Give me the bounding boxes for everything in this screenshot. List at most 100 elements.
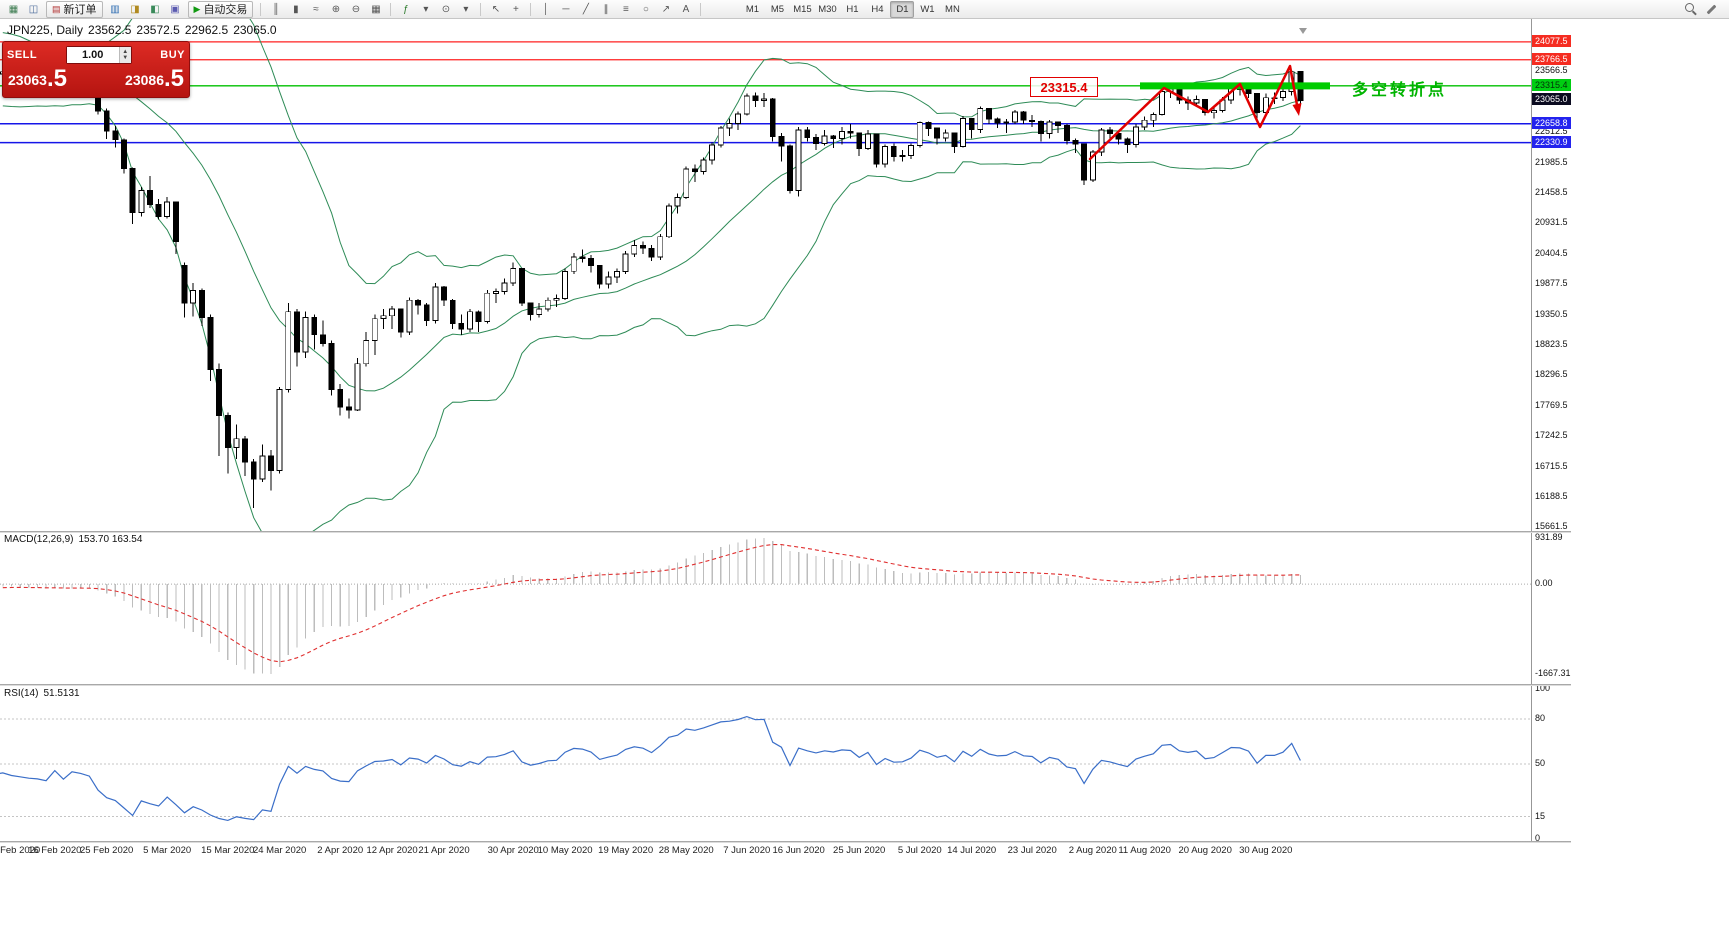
price-axis-label: 16715.5 (1535, 460, 1568, 471)
timeframe-d1[interactable]: D1 (890, 0, 915, 18)
price-axis[interactable]: 23566.5 22512.5 21985.5 21458.5 20931.5 20404… (1531, 19, 1574, 843)
sell-price[interactable]: 23063.5 (8, 65, 67, 92)
toolbar-separator (700, 2, 702, 16)
spin-down-icon[interactable]: ▼ (122, 54, 129, 61)
zoom-out-icon[interactable]: ⊖ (351, 3, 361, 15)
sell-button[interactable]: SELL (7, 48, 38, 61)
ohlc-open: 23562.5 (88, 23, 132, 37)
price-axis-label: 18296.5 (1535, 369, 1568, 380)
timeframe-h1[interactable]: H1 (846, 3, 859, 15)
timeframe-mn[interactable]: MN (945, 3, 960, 15)
date-label: 5 Mar 2020 (143, 845, 192, 856)
timeframe-m5[interactable]: M5 (770, 3, 785, 15)
horizontal-line-icon[interactable]: ─ (562, 3, 570, 15)
rsi-scale-label: 15 (1535, 810, 1546, 821)
search-icon[interactable] (1685, 2, 1698, 16)
date-label: 10 May 2020 (537, 845, 593, 856)
level-price-label: 24077.5 (1532, 34, 1571, 47)
level-price-label: 22658.8 (1532, 116, 1571, 129)
spin-up-icon[interactable]: ▲ (122, 48, 129, 55)
indicators-icon[interactable]: ƒ (403, 3, 409, 15)
price-axis-label: 21985.5 (1535, 156, 1568, 167)
templates-caret-icon[interactable]: ▾ (463, 3, 469, 15)
date-label: 30 Apr 2020 (487, 845, 539, 856)
buy-price[interactable]: 23086.5 (125, 65, 184, 92)
auto-trading-button-icon: ▶ (193, 3, 201, 14)
level-price-label: 23766.5 (1532, 52, 1571, 65)
ohlc-low: 22962.5 (184, 23, 229, 37)
price-axis-label: 20404.5 (1535, 247, 1568, 258)
date-label: 19 May 2020 (598, 845, 654, 856)
symbol-period-label: JPN225, Daily (7, 23, 84, 37)
date-label: 25 Feb 2020 (79, 845, 134, 856)
current-price-label: 23065.0 (1532, 93, 1571, 106)
market-watch-icon[interactable]: ▥ (110, 3, 120, 15)
price-axis-label: 19350.5 (1535, 308, 1568, 319)
support-price-annotation: 23315.4 (1030, 77, 1098, 97)
rsi-scale-label: 100 (1535, 683, 1551, 693)
trendline-icon[interactable]: ╱ (582, 3, 589, 15)
vertical-line-icon[interactable]: │ (542, 3, 550, 15)
zoom-in-icon[interactable]: ⊕ (331, 3, 341, 15)
date-label: 20 Aug 2020 (1178, 845, 1232, 856)
pane-separator-2[interactable] (0, 684, 1571, 686)
volume-spinner[interactable]: ▲ ▼ (118, 46, 131, 63)
date-label: 16 Jun 2020 (772, 845, 825, 856)
price-axis-label: 20931.5 (1535, 217, 1568, 228)
date-label: 2 Apr 2020 (317, 845, 364, 856)
time-axis-separator (0, 841, 1571, 843)
macd-scale-max: 931.89 (1535, 532, 1563, 542)
one-click-trading-panel: SELL ▲▼ BUY 23063.5 23086.5 (2, 41, 190, 98)
chart-canvas[interactable] (0, 19, 1531, 842)
crosshair-icon[interactable]: + (513, 3, 519, 15)
indicators-caret-icon[interactable]: ▾ (423, 3, 429, 15)
date-label: 23 Jul 2020 (1007, 845, 1057, 856)
volume-input[interactable] (66, 46, 119, 63)
terminal-icon[interactable]: ▣ (170, 3, 180, 15)
quick-message-icon[interactable] (1706, 4, 1717, 14)
new-chart-icon[interactable]: ▦ (8, 3, 19, 15)
chart-window: JPN225, Daily 23562.5 23572.5 22962.5 23065.… (0, 19, 1729, 948)
volume-stepper: ▲▼ (65, 45, 132, 64)
chart-title: JPN225, Daily 23562.5 23572.5 22962.5 23065.… (7, 23, 282, 37)
ohlc-bars-icon[interactable]: ║ (272, 3, 280, 15)
toolbar-separator (530, 2, 532, 16)
new-order-button[interactable]: ▤ 新订单 (46, 0, 103, 18)
timeframe-m1[interactable]: M1 (745, 3, 760, 15)
data-window-icon[interactable]: ◨ (130, 3, 140, 15)
shapes-icon[interactable]: ○ (642, 3, 649, 15)
timeframe-w1[interactable]: W1 (920, 3, 935, 15)
timeframe-m30[interactable]: M30 (818, 3, 837, 15)
pane-separator-1[interactable] (0, 531, 1571, 533)
buy-button[interactable]: BUY (160, 48, 185, 61)
auto-trading-button[interactable]: ▶ 自动交易 (187, 0, 254, 18)
toolbar-separator (260, 2, 262, 16)
line-chart-icon[interactable]: ≈ (313, 3, 319, 15)
candlestick-icon[interactable]: ▮ (293, 3, 299, 15)
date-label: 25 Jun 2020 (833, 845, 886, 856)
arrows-icon[interactable]: ↗ (661, 3, 671, 15)
level-price-label: 23315.4 (1532, 78, 1571, 91)
price-axis-label: 17769.5 (1535, 399, 1568, 410)
periods-icon[interactable]: ⊙ (441, 3, 451, 15)
channel-icon[interactable]: ∥ (603, 3, 609, 15)
date-label: 28 May 2020 (658, 845, 714, 856)
date-label: 16 Feb 2020 (28, 845, 82, 856)
chart-profiles-icon[interactable]: ◫ (28, 3, 39, 15)
timeframe-m15[interactable]: M15 (793, 3, 812, 15)
fibonacci-icon[interactable]: ≡ (623, 3, 629, 15)
price-axis-label: 15661.5 (1535, 521, 1568, 532)
ohlc-close: 23065.0 (233, 23, 277, 37)
price-axis-label: 23566.5 (1535, 65, 1568, 76)
price-axis-label: 22512.5 (1535, 126, 1568, 137)
time-axis[interactable]: Feb 2020 16 Feb 2020 25 Feb 2020 5 Mar 2020… (0, 844, 1571, 859)
turning-point-note: 多空转折点 (1352, 82, 1448, 99)
text-icon[interactable]: A (682, 3, 690, 15)
cursor-icon[interactable]: ↖ (491, 3, 501, 15)
timeframe-h4[interactable]: H4 (871, 3, 884, 15)
navigator-icon[interactable]: ◧ (150, 3, 160, 15)
scroll-to-end-icon[interactable] (1299, 28, 1307, 34)
tile-windows-icon[interactable]: ▦ (371, 3, 381, 15)
price-axis-label: 17242.5 (1535, 430, 1568, 441)
date-label: 11 Aug 2020 (1118, 845, 1171, 856)
